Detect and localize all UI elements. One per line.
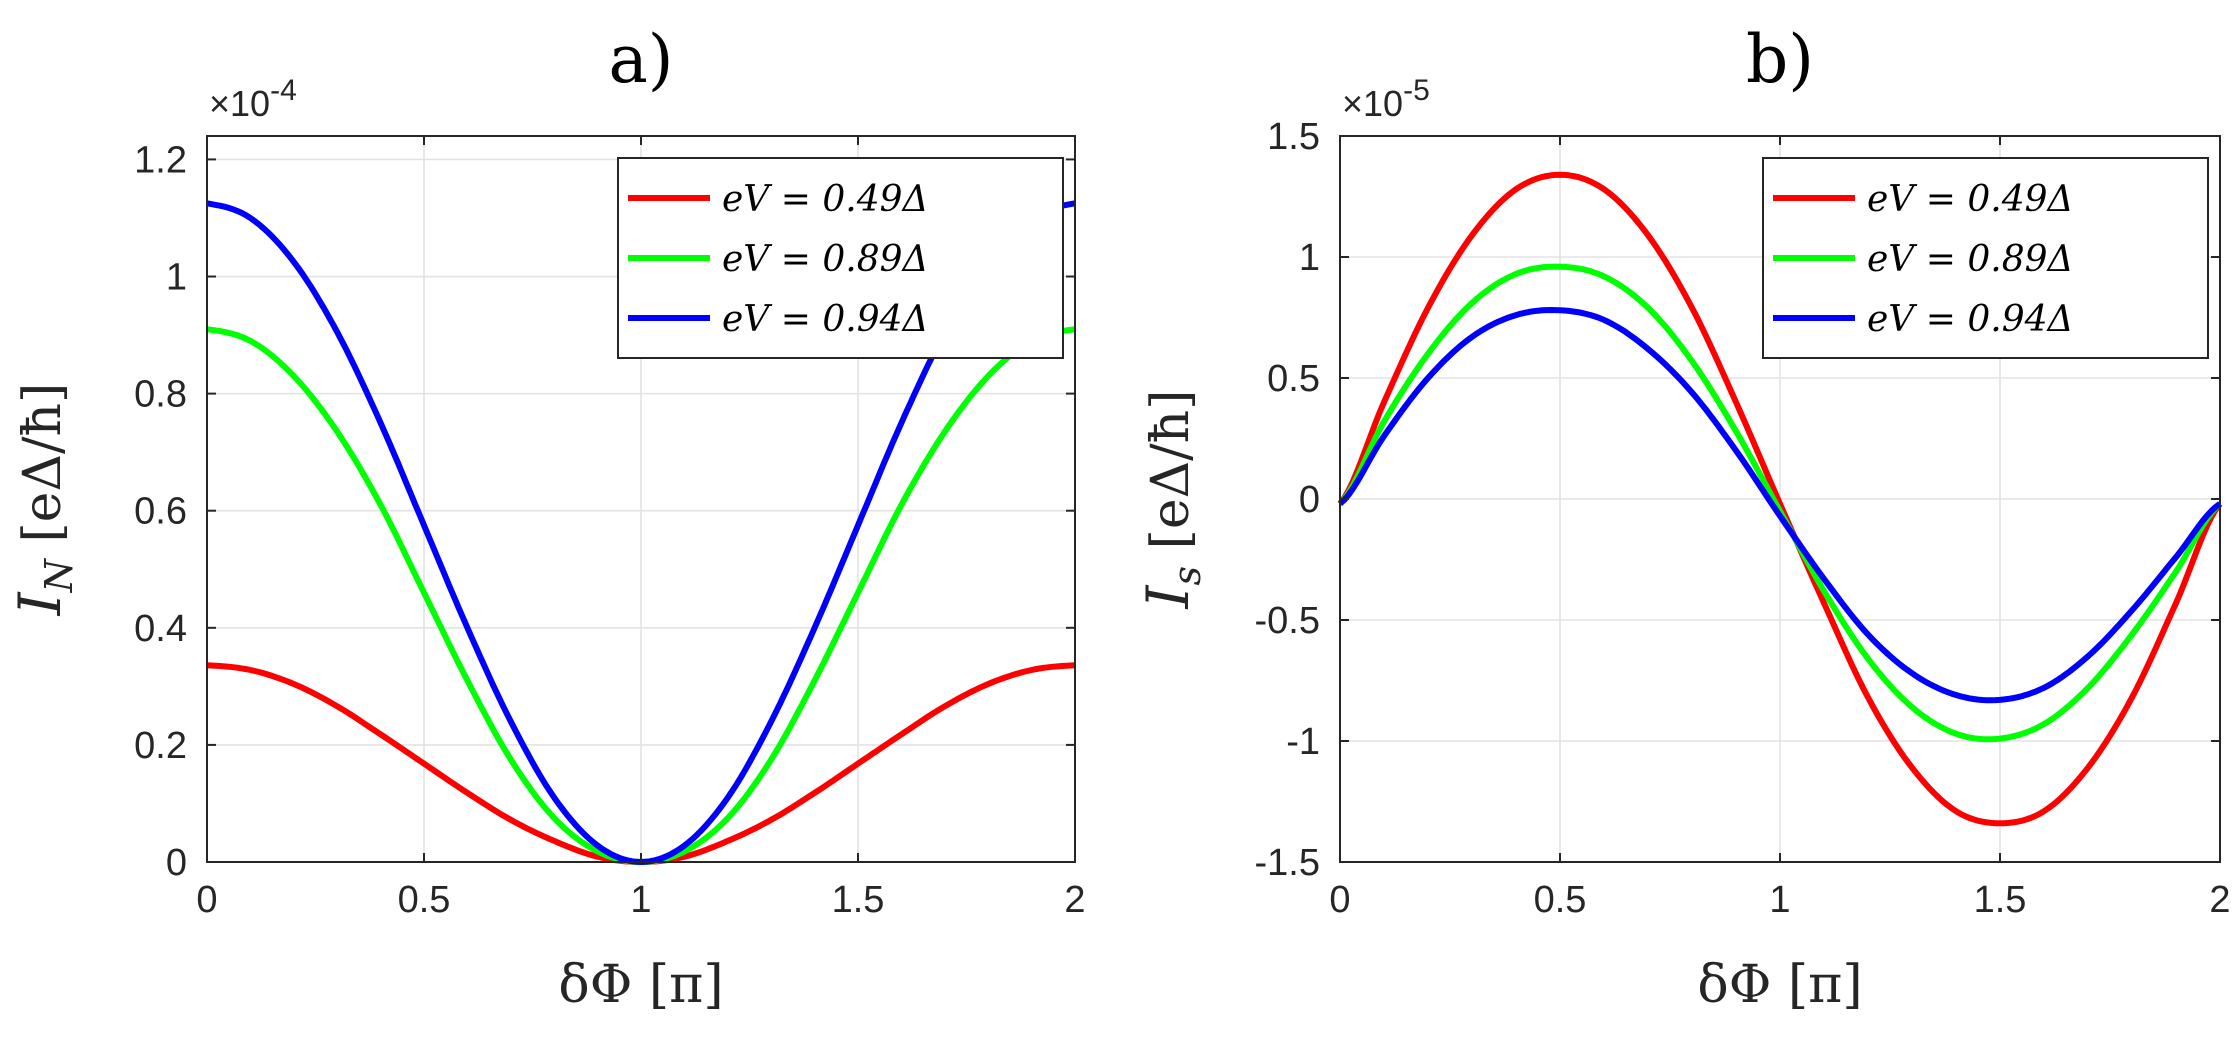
x-tick-label: 0 — [1329, 879, 1350, 921]
y-tick-label: -1 — [1286, 721, 1320, 763]
y-tick-label: 1 — [1299, 237, 1320, 279]
x-tick-label: 1 — [630, 879, 651, 921]
legend-label: eV = 0.49Δ — [722, 179, 929, 220]
x-tick-label: 2 — [2209, 879, 2230, 921]
x-axis-label: δΦ [π] — [558, 955, 723, 1015]
y-tick-label: 0 — [1299, 479, 1320, 521]
panel-a: 0 0.5 1 1.5 2 0 0.2 0.4 0.6 0.8 1 1.2 ×10-4 a) δΦ [π] I… — [6, 21, 1086, 1015]
panel-title: a) — [608, 21, 673, 98]
x-tick-label: 2 — [1064, 879, 1085, 921]
y-tick-label: -1.5 — [1255, 842, 1320, 884]
x-tick-label: 1.5 — [1974, 879, 2027, 921]
x-tick-label: 0.5 — [398, 879, 451, 921]
x-tick-label: 0 — [196, 879, 217, 921]
y-tick-label: 0.5 — [1267, 358, 1320, 400]
legend: eV = 0.49Δ eV = 0.89Δ eV = 0.94Δ — [1762, 157, 2209, 359]
panel-title: b) — [1746, 21, 1814, 98]
y-tick-label: 0.8 — [134, 374, 187, 416]
x-axis-label: δΦ [π] — [1697, 955, 1862, 1015]
y-tick-label: 0 — [166, 842, 187, 884]
y-tick-label: 1.2 — [134, 139, 187, 181]
y-tick-label: 0.2 — [134, 725, 187, 767]
series-line-1 — [1337, 171, 2223, 827]
y-tick-label: 1.5 — [1267, 116, 1320, 158]
y-tick-label: 1 — [166, 257, 187, 299]
series-line-3 — [1337, 307, 2222, 704]
y-tick-label: -0.5 — [1255, 600, 1320, 642]
legend-label: eV = 0.89Δ — [722, 239, 929, 280]
legend: eV = 0.49Δ eV = 0.89Δ eV = 0.94Δ — [617, 157, 1064, 359]
y-tick-label: 0.6 — [134, 491, 187, 533]
y-axis-label: IN [eΔ/ħ] — [6, 383, 81, 617]
legend-label: eV = 0.49Δ — [1867, 179, 2074, 220]
y-tick-label: 0.4 — [134, 608, 187, 650]
exponent-label: ×10-5 — [1342, 74, 1430, 124]
panel-b: 0 0.5 1 1.5 2 -1.5 -1 -0.5 0 0.5 1 1.5 ×10-5 b) δΦ [π]… — [1134, 21, 2231, 1015]
y-axis-label: Is [eΔ/ħ] — [1134, 390, 1209, 610]
x-tick-label: 1 — [1769, 879, 1790, 921]
x-tick-label: 1.5 — [832, 879, 885, 921]
legend-label: eV = 0.94Δ — [722, 299, 929, 340]
x-tick-label: 0.5 — [1534, 879, 1587, 921]
legend-label: eV = 0.94Δ — [1867, 299, 2074, 340]
legend-label: eV = 0.89Δ — [1867, 239, 2074, 280]
exponent-label: ×10-4 — [209, 74, 297, 124]
